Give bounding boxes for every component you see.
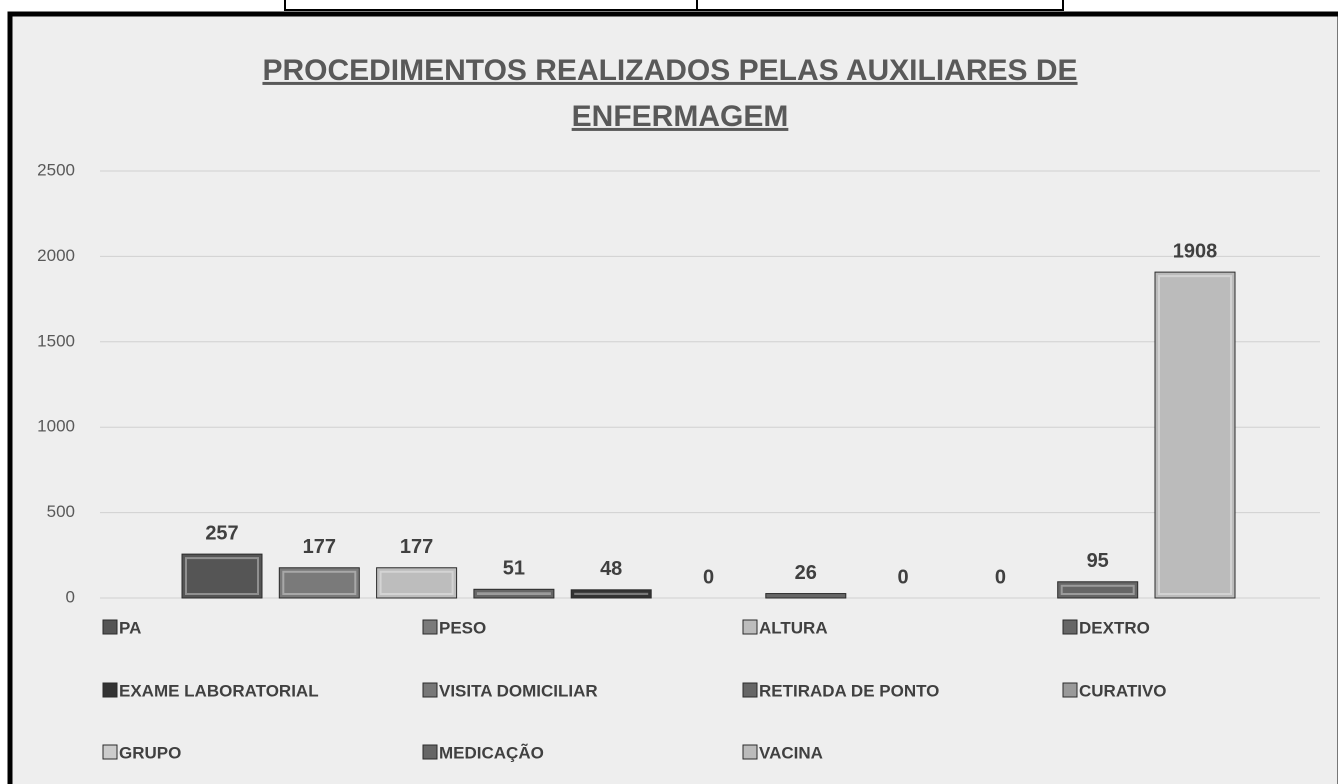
- y-tick-label: 2000: [37, 246, 75, 265]
- bar: [1057, 581, 1139, 599]
- bar: [376, 567, 458, 599]
- bar: [278, 567, 360, 599]
- legend-label: PA: [119, 618, 141, 637]
- data-label: 0: [703, 566, 714, 588]
- bar-bevel: [1158, 275, 1232, 595]
- legend-swatch: [422, 682, 438, 698]
- bar-bevel: [185, 557, 259, 595]
- bar-bevel: [379, 570, 454, 595]
- data-label: 1908: [1173, 240, 1218, 262]
- chart-frame: [7, 11, 1338, 784]
- y-tick-label: 500: [47, 502, 75, 521]
- data-label: 257: [205, 522, 238, 544]
- data-label: 177: [303, 536, 336, 558]
- legend-label: EXAME LABORATORIAL: [119, 681, 319, 700]
- legend-label: VISITA DOMICILIAR: [439, 681, 598, 700]
- legend-label: RETIRADA DE PONTO: [759, 681, 939, 700]
- legend-label: ALTURA: [759, 618, 828, 637]
- bar: [765, 593, 847, 599]
- bar-bevel: [476, 592, 551, 595]
- legend-swatch: [422, 619, 438, 635]
- legend-label: CURATIVO: [1079, 681, 1167, 700]
- legend-swatch: [742, 682, 758, 698]
- bar: [1154, 271, 1236, 599]
- legend-label: VACINA: [759, 743, 823, 762]
- legend-swatch: [102, 682, 118, 698]
- y-tick-label: 2500: [37, 160, 75, 179]
- data-label: 26: [795, 562, 817, 584]
- y-tick-label: 1000: [37, 417, 75, 436]
- data-label: 0: [898, 566, 909, 588]
- bar: [570, 589, 652, 599]
- y-tick-label: 0: [66, 587, 75, 606]
- chart-title: PROCEDIMENTOS REALIZADOS PELAS AUXILIARE…: [262, 54, 1077, 87]
- data-label: 48: [600, 558, 622, 580]
- data-label: 95: [1087, 550, 1109, 572]
- bar-bevel: [1060, 584, 1135, 595]
- legend-swatch: [102, 619, 118, 635]
- data-label: 51: [503, 558, 525, 580]
- legend-label: GRUPO: [119, 743, 181, 762]
- legend-swatch: [1062, 682, 1078, 698]
- legend-swatch: [742, 744, 758, 760]
- y-tick-label: 1500: [37, 331, 75, 350]
- legend-label: DEXTRO: [1079, 618, 1150, 637]
- legend-label: PESO: [439, 618, 486, 637]
- data-label: 177: [400, 536, 433, 558]
- bar: [181, 553, 263, 599]
- chart-title: ENFERMAGEM: [572, 100, 789, 133]
- table-fragment: [284, 0, 1064, 11]
- bar-bevel: [282, 570, 357, 595]
- legend-swatch: [742, 619, 758, 635]
- legend-swatch: [102, 744, 118, 760]
- legend-swatch: [422, 744, 438, 760]
- legend-label: MEDICAÇÃO: [439, 742, 544, 762]
- legend-swatch: [1062, 619, 1078, 635]
- data-label: 0: [995, 566, 1006, 588]
- bar: [473, 588, 555, 599]
